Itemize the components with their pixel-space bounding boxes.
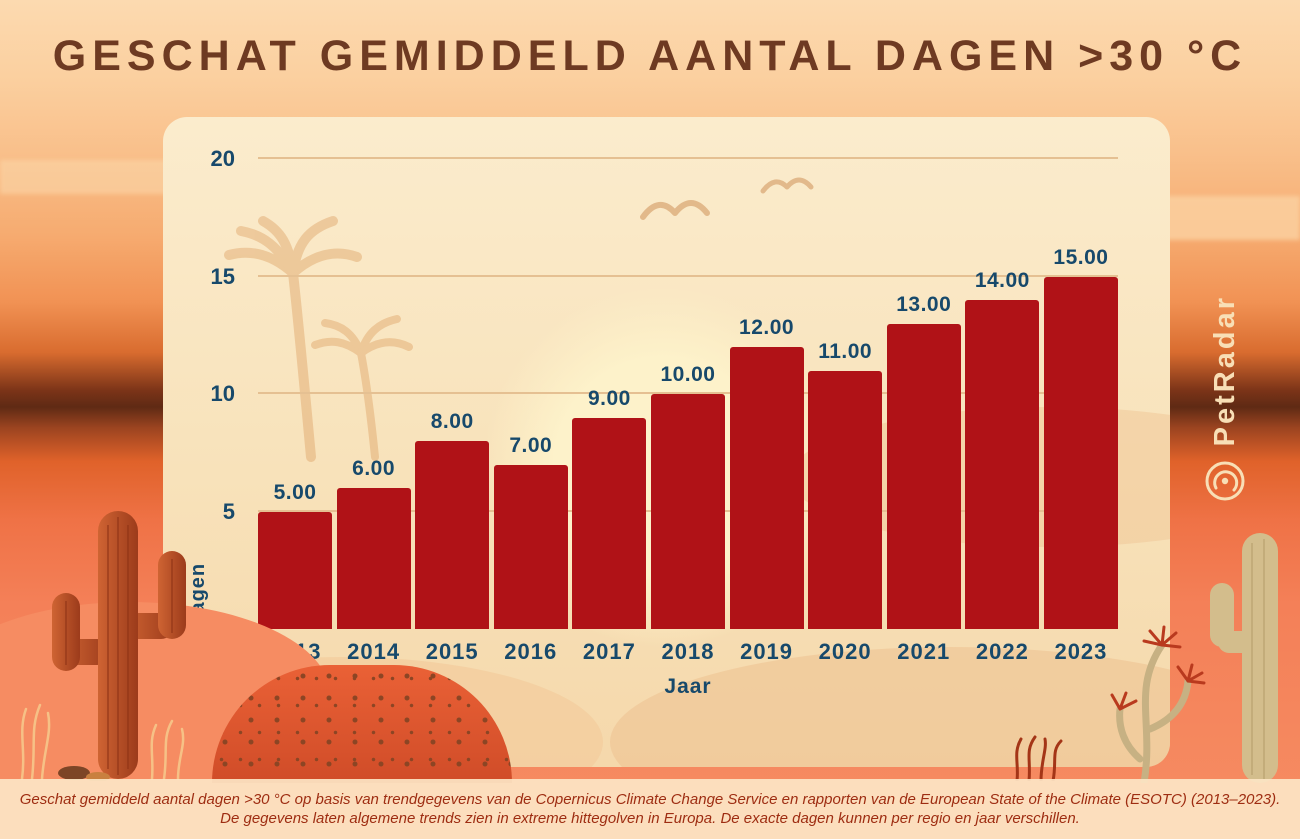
bar-value-label: 5.00 bbox=[273, 480, 317, 504]
x-tick-label: 2014 bbox=[347, 639, 401, 664]
x-tick-label: 2020 bbox=[818, 639, 872, 664]
bar-value-label: 12.00 bbox=[739, 316, 795, 339]
footer: Geschat gemiddeld aantal dagen >30 °C op… bbox=[0, 779, 1300, 839]
bar bbox=[965, 300, 1040, 629]
x-tick-label: 2016 bbox=[504, 639, 558, 664]
bar-column: 9.00 bbox=[572, 159, 647, 629]
x-tick-label: 2017 bbox=[582, 639, 636, 664]
bar-value-label: 9.00 bbox=[587, 386, 631, 410]
bar-value-label: 8.00 bbox=[430, 410, 474, 433]
x-axis-title: Jaar bbox=[664, 675, 712, 698]
birds-decoration bbox=[640, 177, 814, 220]
panel-dune-decoration bbox=[610, 647, 1170, 767]
footer-line2: De gegevens laten algemene trends zien i… bbox=[220, 810, 1080, 827]
bar-column: 15.00 bbox=[1043, 159, 1118, 629]
y-tick-label: 5 bbox=[222, 498, 235, 524]
bar bbox=[493, 464, 568, 629]
bar-value-label: 10.00 bbox=[660, 363, 716, 386]
bar-column: 14.00 bbox=[965, 159, 1040, 629]
bar bbox=[886, 323, 961, 629]
chart-panel: 5.00 6.00 8.00 7.00 9.00 10.00 12.00 11.00 13.00… bbox=[163, 117, 1170, 767]
bar bbox=[336, 488, 411, 629]
bar-value-label: 11.00 bbox=[818, 339, 873, 363]
bar-value-label: 14.00 bbox=[974, 269, 1030, 292]
x-tick-label: 2022 bbox=[975, 639, 1029, 664]
plot-area: 5.00 6.00 8.00 7.00 9.00 10.00 12.00 11.00 13.00… bbox=[258, 157, 1118, 629]
palm-trees-decoration bbox=[224, 216, 413, 462]
footer-line1: Geschat gemiddeld aantal dagen >30 °C op… bbox=[19, 791, 1281, 808]
bars-row: 5.00 6.00 8.00 7.00 9.00 10.00 12.00 11.00 13.00… bbox=[258, 159, 1118, 629]
bar-column: 6.00 bbox=[336, 159, 411, 629]
bar-column: 5.00 bbox=[258, 159, 332, 629]
brand-name: PetRadar bbox=[1208, 295, 1241, 447]
y-tick-label: 15 bbox=[210, 263, 235, 289]
bar-column: 13.00 bbox=[886, 159, 961, 629]
y-tick-label: 20 bbox=[210, 146, 235, 171]
bar-value-label: 6.00 bbox=[352, 457, 396, 480]
gridline bbox=[258, 274, 1118, 277]
bar bbox=[572, 417, 647, 629]
bar-column: 12.00 bbox=[729, 159, 804, 629]
cactus-illustration bbox=[20, 511, 186, 781]
bar bbox=[650, 394, 725, 629]
x-labels-row: 2013201420152016201720182019202020212022… bbox=[258, 639, 1118, 665]
gridline bbox=[258, 157, 1118, 159]
brand-mark: PetRadar bbox=[1202, 295, 1248, 504]
x-tick-label: 2023 bbox=[1054, 639, 1108, 664]
grass-tuft-decoration bbox=[1015, 735, 1063, 781]
bar-value-label: 13.00 bbox=[896, 292, 952, 316]
bar bbox=[729, 347, 804, 629]
bar bbox=[808, 370, 883, 629]
bar-column: 8.00 bbox=[415, 159, 490, 629]
x-tick-label: 2019 bbox=[740, 639, 794, 664]
x-tick-label: 2018 bbox=[661, 639, 715, 664]
y-tick-label: 10 bbox=[210, 381, 235, 406]
bar bbox=[415, 441, 490, 629]
bar-column: 11.00 bbox=[808, 159, 883, 629]
x-tick-label: 2015 bbox=[425, 639, 479, 664]
bar bbox=[258, 511, 332, 629]
chart-title: GESCHAT GEMIDDELD AANTAL DAGEN >30 °C bbox=[52, 32, 1248, 80]
bar-value-label: 15.00 bbox=[1053, 245, 1109, 269]
bar bbox=[1043, 276, 1118, 629]
x-tick-label: 2021 bbox=[897, 639, 951, 664]
gridline bbox=[258, 392, 1118, 394]
petradar-logo-icon bbox=[1205, 461, 1245, 501]
desert-branch-illustration bbox=[1110, 533, 1278, 783]
bar-column: 10.00 bbox=[650, 159, 725, 629]
bar-value-label: 7.00 bbox=[509, 433, 553, 457]
bar-column: 7.00 bbox=[493, 159, 568, 629]
grass-strokes-decoration bbox=[20, 703, 185, 781]
